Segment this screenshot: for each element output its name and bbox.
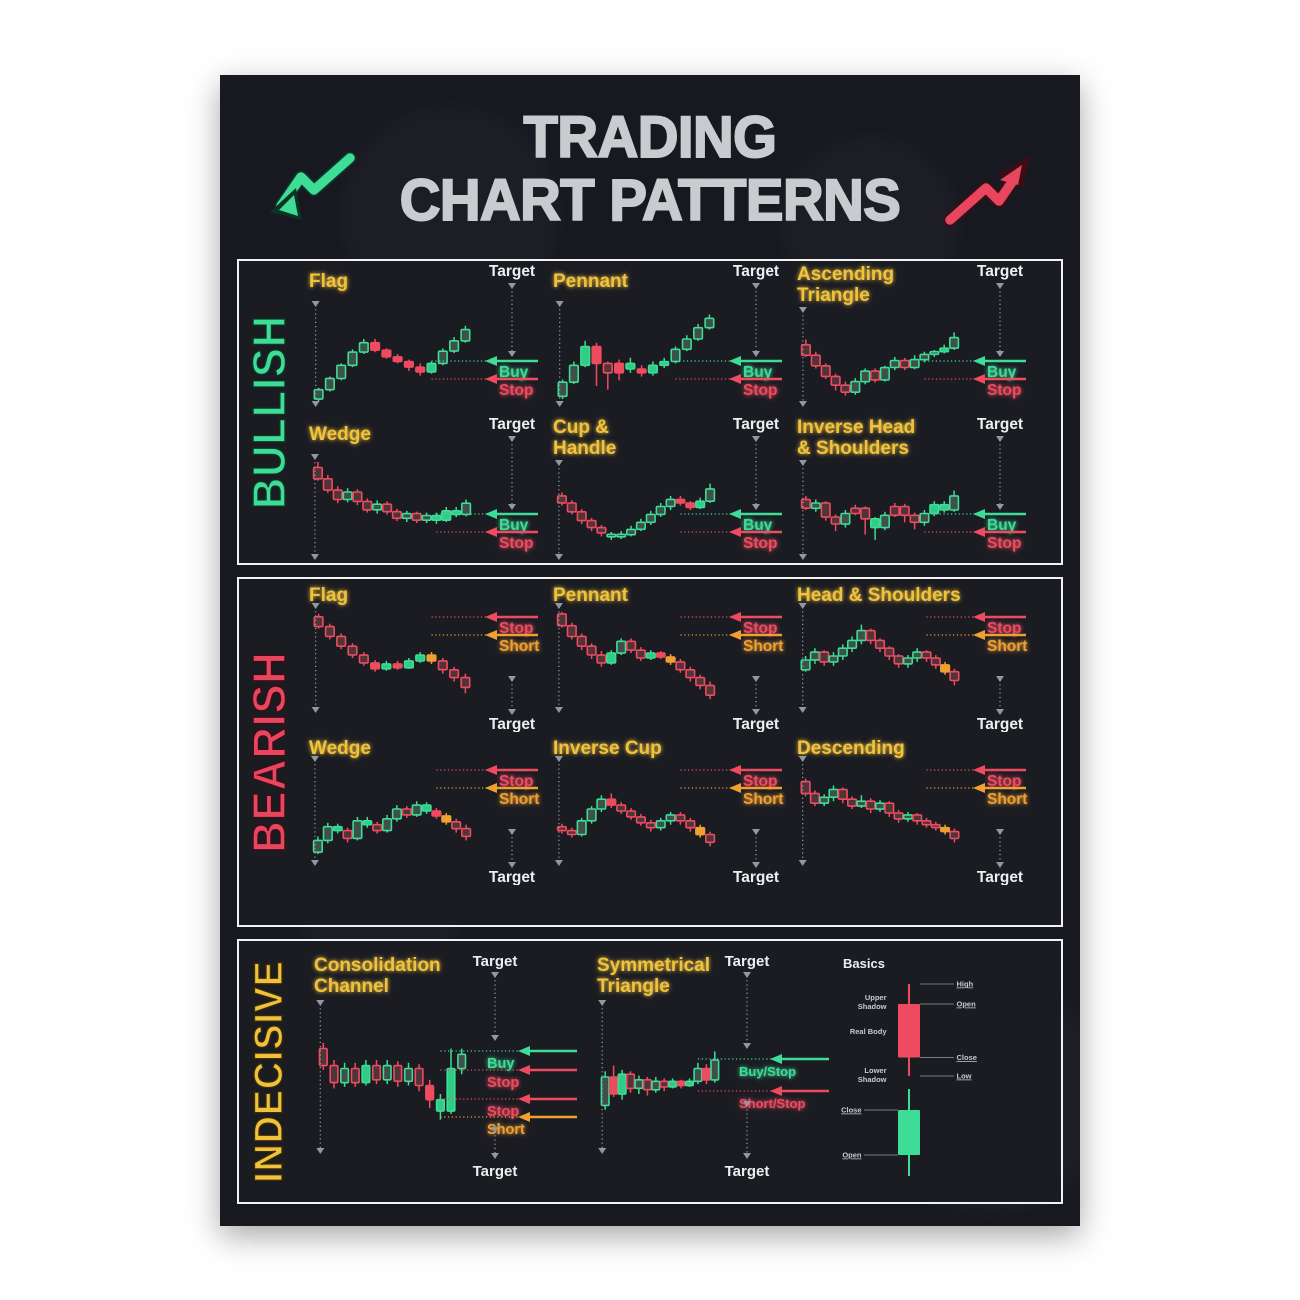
- svg-text:Basics: Basics: [843, 956, 885, 971]
- svg-text:Stop: Stop: [487, 1075, 519, 1091]
- svg-text:Open: Open: [842, 1151, 862, 1160]
- svg-text:Short: Short: [487, 1122, 525, 1138]
- svg-text:High: High: [957, 980, 974, 989]
- svg-text:Symmetrical: Symmetrical: [597, 955, 710, 976]
- svg-text:Stop: Stop: [499, 535, 533, 552]
- svg-text:Low: Low: [957, 1072, 972, 1081]
- svg-text:Short: Short: [743, 638, 783, 655]
- svg-text:Upper: Upper: [865, 993, 887, 1002]
- svg-text:Stop: Stop: [987, 535, 1021, 552]
- svg-text:Stop: Stop: [743, 535, 777, 552]
- svg-text:Consolidation: Consolidation: [314, 955, 441, 976]
- svg-text:Target: Target: [977, 416, 1023, 433]
- svg-text:Target: Target: [725, 1163, 770, 1180]
- svg-text:Buy/Stop: Buy/Stop: [739, 1064, 796, 1079]
- svg-text:Target: Target: [977, 716, 1023, 732]
- svg-text:Wedge: Wedge: [309, 424, 371, 445]
- svg-text:Descending: Descending: [797, 738, 905, 759]
- svg-text:Inverse Cup: Inverse Cup: [553, 738, 662, 759]
- svg-text:Target: Target: [977, 869, 1023, 885]
- svg-text:Wedge: Wedge: [309, 738, 371, 759]
- svg-text:Cup &: Cup &: [553, 417, 609, 438]
- svg-text:Shadow: Shadow: [858, 1002, 887, 1011]
- svg-text:Pennant: Pennant: [553, 271, 629, 292]
- svg-text:Target: Target: [489, 263, 535, 280]
- svg-text:Lower: Lower: [864, 1066, 886, 1075]
- svg-text:Close: Close: [841, 1106, 861, 1115]
- svg-text:Stop: Stop: [743, 382, 777, 399]
- svg-text:Target: Target: [473, 1163, 518, 1180]
- svg-text:Shadow: Shadow: [858, 1075, 887, 1084]
- svg-text:Head & Shoulders: Head & Shoulders: [797, 585, 961, 606]
- svg-text:Target: Target: [489, 416, 535, 433]
- svg-text:Ascending: Ascending: [797, 264, 894, 285]
- svg-text:& Shoulders: & Shoulders: [797, 438, 909, 459]
- svg-text:Target: Target: [733, 263, 779, 280]
- svg-text:Flag: Flag: [309, 585, 348, 606]
- svg-text:Real Body: Real Body: [850, 1027, 888, 1036]
- svg-text:Open: Open: [957, 1000, 977, 1009]
- svg-text:Pennant: Pennant: [553, 585, 629, 606]
- svg-text:Short: Short: [987, 791, 1027, 808]
- svg-text:Short: Short: [499, 638, 539, 655]
- svg-text:Target: Target: [473, 953, 518, 970]
- svg-text:Stop: Stop: [499, 382, 533, 399]
- svg-text:Flag: Flag: [309, 271, 348, 292]
- svg-text:Short: Short: [499, 791, 539, 808]
- svg-text:Stop: Stop: [487, 1104, 519, 1120]
- svg-text:Inverse Head: Inverse Head: [797, 417, 915, 438]
- svg-text:Target: Target: [489, 716, 535, 732]
- svg-text:Target: Target: [489, 869, 535, 885]
- svg-text:Handle: Handle: [553, 438, 616, 459]
- svg-text:Target: Target: [977, 263, 1023, 280]
- svg-text:Stop: Stop: [987, 382, 1021, 399]
- svg-text:Short: Short: [987, 638, 1027, 655]
- svg-text:Short: Short: [743, 791, 783, 808]
- svg-text:Triangle: Triangle: [797, 285, 870, 306]
- svg-text:Channel: Channel: [314, 976, 389, 997]
- svg-text:Triangle: Triangle: [597, 976, 670, 997]
- svg-text:Buy: Buy: [487, 1056, 514, 1072]
- svg-text:Target: Target: [733, 416, 779, 433]
- svg-text:Target: Target: [733, 716, 779, 732]
- svg-text:Close: Close: [957, 1053, 977, 1062]
- svg-text:Target: Target: [733, 869, 779, 885]
- svg-text:Target: Target: [725, 953, 770, 970]
